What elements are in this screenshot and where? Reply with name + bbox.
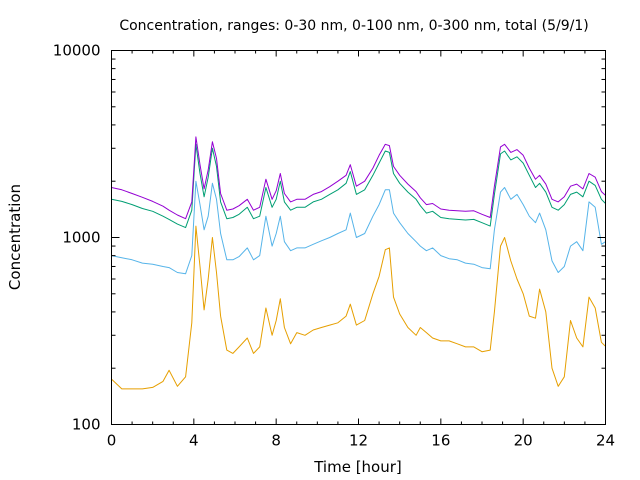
x-tick-label: 4 <box>189 432 199 450</box>
y-tick-label: 1000 <box>62 229 100 247</box>
y-tick-label: 100 <box>72 416 101 434</box>
x-tick-label: 24 <box>596 432 615 450</box>
x-axis-title: Time [hour] <box>313 458 402 476</box>
series-layer <box>111 136 606 390</box>
chart-title: Concentration, ranges: 0-30 nm, 0-100 nm… <box>119 18 588 34</box>
ticks-layer: 0 4 8 12 16 20 24 100 1000 10000 <box>53 42 615 450</box>
x-tick-label: 0 <box>107 432 117 450</box>
y-tick-label: 10000 <box>53 42 101 60</box>
series-line-3 <box>111 143 606 229</box>
series-line-4 <box>111 136 606 220</box>
series-line-2 <box>111 180 606 275</box>
x-tick-label: 16 <box>431 432 450 450</box>
series-line-1 <box>111 225 606 390</box>
x-tick-label: 20 <box>514 432 533 450</box>
x-tick-label: 8 <box>271 432 281 450</box>
y-axis-title: Concentration <box>6 184 24 290</box>
x-tick-label: 12 <box>349 432 368 450</box>
plot-frame <box>111 50 606 425</box>
